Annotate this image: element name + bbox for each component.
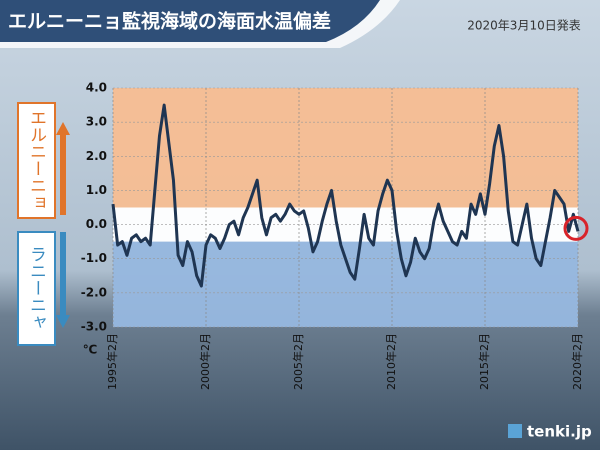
highlight-circle <box>563 215 589 241</box>
x-tick-label: 2000年2月 <box>198 333 212 390</box>
title-banner <box>0 0 380 42</box>
y-tick-label: 1.0 <box>86 183 107 197</box>
y-tick-label: 0.0 <box>86 217 107 231</box>
y-tick-label: -1.0 <box>81 251 107 265</box>
band <box>113 88 578 208</box>
down-arrow <box>56 232 70 328</box>
y-tick-label: 4.0 <box>86 81 107 95</box>
y-axis-label: ℃ <box>83 343 98 357</box>
el-nino-label: エルニーニョ <box>26 109 46 211</box>
subtitle: 2020年3月10日発表 <box>467 19 580 33</box>
el-nino-box <box>17 102 56 219</box>
x-tick-label: 1995年2月 <box>105 333 119 390</box>
y-tick-label: -3.0 <box>81 320 107 334</box>
x-tick-label: 2005年2月 <box>291 333 305 390</box>
x-tick-label: 2015年2月 <box>477 333 491 390</box>
source-logo: tenki.jp <box>527 423 592 441</box>
la-nina-box <box>17 231 56 346</box>
data-line <box>111 103 580 288</box>
logo-icon <box>508 424 522 438</box>
x-tick-label: 2020年2月 <box>570 333 584 390</box>
la-nina-label: ラニーニャ <box>26 246 46 331</box>
y-tick-label: 3.0 <box>86 115 107 129</box>
chart-title: エルニーニョ監視海域の海面水温偏差 <box>8 10 331 33</box>
x-tick-label: 2010年2月 <box>384 333 398 390</box>
up-arrow <box>56 122 70 215</box>
y-tick-label: -2.0 <box>81 285 107 299</box>
y-tick-label: 2.0 <box>86 149 107 163</box>
